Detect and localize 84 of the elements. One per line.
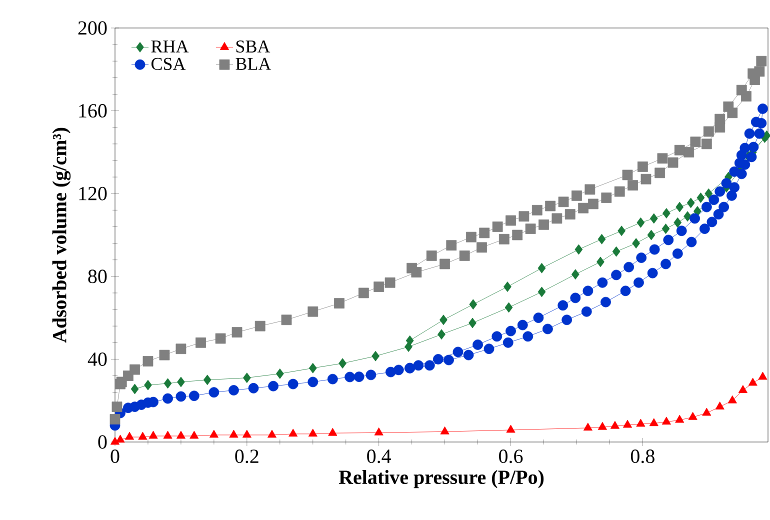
y-tick-label: 40: [88, 352, 107, 366]
point: [338, 358, 347, 369]
point: [506, 424, 516, 433]
point: [704, 188, 713, 199]
point: [650, 213, 658, 224]
point: [538, 286, 546, 298]
point: [124, 432, 134, 440]
point: [636, 418, 646, 427]
point: [504, 282, 512, 292]
point: [571, 269, 580, 280]
point: [267, 430, 277, 438]
point: [177, 376, 185, 388]
point: [702, 408, 712, 416]
x-tick-label: 0.4: [367, 450, 392, 464]
point: [583, 422, 592, 431]
point: [636, 217, 645, 228]
point: [242, 430, 252, 438]
point: [130, 384, 139, 394]
y-tick-label: 200: [78, 21, 107, 35]
legend-label: CSA: [151, 58, 186, 70]
y-tick-label: 0: [98, 435, 107, 449]
point: [688, 412, 698, 420]
point: [662, 224, 670, 234]
point: [144, 380, 152, 390]
point: [598, 422, 607, 430]
point: [610, 420, 620, 429]
point: [598, 234, 606, 244]
legend-label: SBA: [236, 40, 270, 53]
point: [276, 368, 284, 379]
point: [748, 378, 758, 386]
point: [190, 430, 199, 439]
legend-label: RHA: [151, 40, 189, 52]
point: [138, 432, 148, 440]
point: [674, 217, 682, 228]
point: [618, 226, 626, 236]
point: [662, 416, 671, 425]
point: [647, 230, 656, 240]
point: [538, 262, 546, 274]
point: [328, 428, 338, 436]
y-axis-title: Adsorbed volume (g/cm³): [52, 128, 71, 343]
point: [574, 244, 583, 255]
point: [469, 299, 478, 310]
point: [728, 395, 737, 404]
point: [209, 430, 218, 438]
point: [612, 246, 620, 257]
point: [468, 318, 476, 328]
point: [176, 430, 186, 439]
point: [374, 427, 384, 436]
point: [229, 430, 238, 438]
x-tick-label: 0.8: [630, 450, 654, 464]
point: [163, 430, 172, 439]
point: [438, 329, 446, 340]
point: [242, 372, 251, 384]
point: [686, 198, 695, 208]
point: [758, 372, 768, 380]
point: [715, 402, 724, 410]
y-tick-label: 160: [79, 104, 107, 118]
legend-label: BLA: [236, 58, 272, 70]
point: [622, 420, 632, 428]
y-tick-label: 120: [79, 186, 107, 200]
point: [632, 238, 640, 248]
point: [148, 430, 158, 439]
x-axis-title: Relative pressure (P/Po): [338, 470, 544, 488]
point: [203, 374, 212, 386]
point: [596, 256, 604, 268]
x-tick-label: 0.2: [235, 450, 258, 464]
point: [662, 208, 670, 218]
point: [440, 314, 448, 326]
point: [440, 426, 450, 434]
x-tick-label: 0.6: [499, 450, 523, 464]
x-tick-label: 0: [110, 450, 120, 464]
point: [738, 385, 748, 393]
point: [372, 350, 380, 362]
point: [288, 428, 298, 437]
point: [675, 414, 684, 423]
point: [308, 362, 317, 374]
point: [696, 192, 705, 203]
y-tick-label: 80: [88, 270, 107, 284]
point: [308, 428, 318, 437]
point: [676, 202, 684, 212]
point: [164, 378, 172, 389]
point: [406, 335, 414, 346]
point: [504, 302, 513, 313]
point: [649, 418, 658, 426]
